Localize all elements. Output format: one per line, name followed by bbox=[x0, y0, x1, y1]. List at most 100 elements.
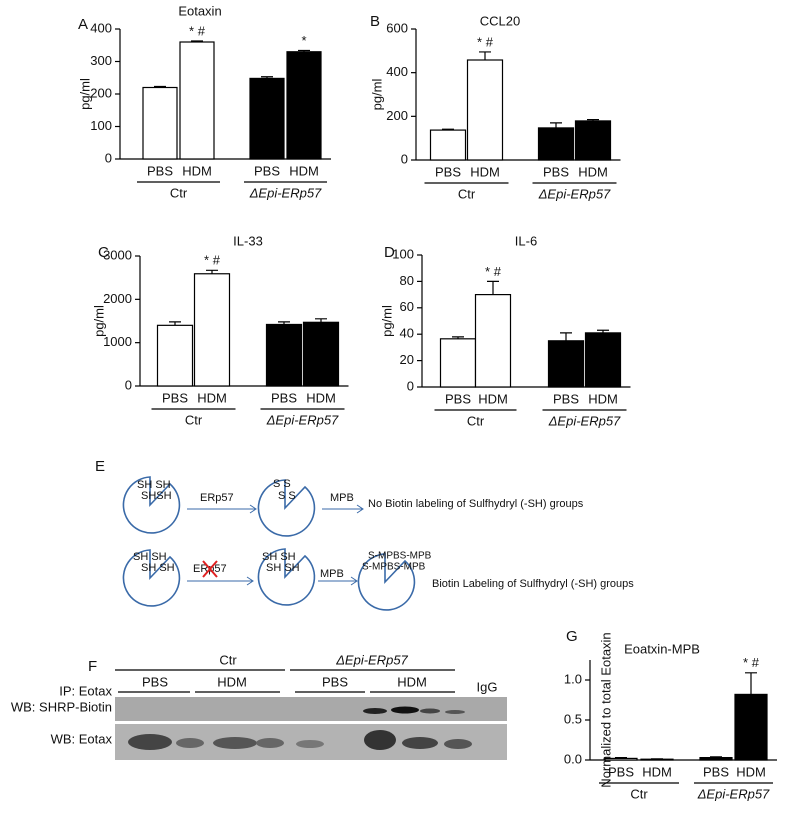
panel-letter: A bbox=[78, 16, 88, 33]
y-tick-label: 200 bbox=[386, 108, 408, 123]
panel-letter: F bbox=[88, 658, 97, 675]
band bbox=[364, 730, 396, 750]
group-label: S S bbox=[273, 478, 291, 490]
y-tick-label: 100 bbox=[90, 118, 112, 133]
group-label: SH SH bbox=[262, 551, 296, 563]
group-label: ΔEpi-ERp57 bbox=[335, 652, 408, 667]
x-tick-label: HDM bbox=[182, 163, 212, 178]
y-tick-label: 3000 bbox=[103, 247, 132, 262]
annotation: * # bbox=[204, 253, 221, 268]
y-tick-label: 2000 bbox=[103, 291, 132, 306]
annotation: * # bbox=[477, 34, 494, 49]
y-axis-label: pg/ml bbox=[369, 78, 384, 110]
bar bbox=[265, 323, 303, 387]
lane-label: PBS bbox=[142, 674, 168, 689]
x-tick-label: PBS bbox=[271, 390, 297, 405]
y-tick-label: 0.5 bbox=[564, 711, 582, 726]
group-label: SH SH bbox=[137, 479, 171, 491]
arrow-head bbox=[249, 504, 257, 514]
y-tick-label: 20 bbox=[400, 352, 414, 367]
group-label: SH SH bbox=[133, 551, 167, 563]
diagram: E SH SH SHSH ERp57 S S S S MPB No Biotin… bbox=[95, 458, 634, 611]
x-tick-label: HDM bbox=[736, 764, 766, 779]
bar bbox=[466, 59, 504, 161]
bar bbox=[537, 127, 575, 161]
bar bbox=[302, 321, 340, 387]
y-axis-label: Normalized to total Eotaxin bbox=[598, 632, 613, 787]
annotation: * # bbox=[743, 655, 760, 670]
error-bar bbox=[615, 757, 627, 759]
y-tick-label: 400 bbox=[386, 64, 408, 79]
bar bbox=[193, 273, 231, 387]
chart-title: Eotaxin bbox=[178, 3, 221, 18]
group-label: ΔEpi-ERp57 bbox=[266, 412, 339, 427]
band bbox=[402, 737, 438, 749]
error-bar bbox=[452, 336, 464, 339]
x-tick-label: HDM bbox=[289, 163, 319, 178]
error-bar bbox=[315, 318, 327, 323]
error-bar bbox=[278, 321, 290, 325]
lane-label: HDM bbox=[217, 674, 247, 689]
y-tick-label: 0 bbox=[401, 151, 408, 166]
panel-letter: B bbox=[370, 13, 380, 30]
group-label: Ctr bbox=[185, 412, 203, 427]
y-tick-label: 400 bbox=[90, 20, 112, 35]
enzyme: ERp57 bbox=[200, 492, 234, 504]
error-bar bbox=[587, 119, 599, 121]
x-tick-label: PBS bbox=[435, 164, 461, 179]
band bbox=[256, 738, 284, 748]
x-tick-label: HDM bbox=[478, 391, 508, 406]
annotation: * # bbox=[189, 23, 206, 38]
y-tick-label: 200 bbox=[90, 85, 112, 100]
error-bar bbox=[745, 672, 757, 695]
y-axis-label: pg/ml bbox=[77, 78, 92, 110]
error-bar bbox=[298, 49, 310, 52]
bar bbox=[574, 120, 612, 161]
arrow-head bbox=[350, 576, 358, 586]
protein bbox=[257, 548, 316, 606]
band bbox=[128, 734, 172, 750]
group-label: SHSH bbox=[141, 490, 172, 502]
result: Biotin Labeling of Sulfhydryl (-SH) grou… bbox=[432, 578, 634, 590]
x-tick-label: PBS bbox=[608, 764, 634, 779]
error-bar bbox=[597, 329, 609, 333]
lane-label: PBS bbox=[322, 674, 348, 689]
group-label: S-MPBS-MPB bbox=[368, 551, 432, 562]
y-tick-label: 0.0 bbox=[564, 751, 582, 766]
group-label: ΔEpi-ERp57 bbox=[538, 186, 611, 201]
group-label: SH SH bbox=[141, 562, 175, 574]
y-axis-label: pg/ml bbox=[91, 305, 106, 337]
band bbox=[176, 738, 204, 748]
annotation: * bbox=[301, 33, 306, 48]
block-mark bbox=[202, 560, 218, 578]
error-bar bbox=[191, 40, 203, 42]
group-label: ΔEpi-ERp57 bbox=[548, 413, 621, 428]
group-label: Ctr bbox=[467, 413, 485, 428]
error-bar bbox=[550, 122, 562, 128]
arrow-head bbox=[246, 576, 254, 586]
x-tick-label: PBS bbox=[254, 163, 280, 178]
band bbox=[213, 737, 257, 749]
protein bbox=[122, 549, 181, 607]
error-bar bbox=[560, 332, 572, 341]
bar bbox=[474, 294, 512, 388]
group-label: Ctr bbox=[170, 185, 188, 200]
protein bbox=[122, 476, 181, 534]
error-bar bbox=[710, 756, 722, 758]
protein bbox=[357, 553, 416, 611]
row-label: IP: Eotax bbox=[59, 683, 112, 698]
bar bbox=[439, 338, 477, 388]
error-bar bbox=[154, 85, 166, 88]
panel-letter: C bbox=[98, 244, 109, 261]
chart-title: IL-33 bbox=[233, 233, 263, 248]
group-label: ΔEpi-ERp57 bbox=[697, 786, 770, 801]
band bbox=[296, 740, 324, 748]
group-label: Ctr bbox=[219, 652, 237, 667]
error-bar bbox=[479, 51, 491, 61]
y-tick-label: 600 bbox=[386, 20, 408, 35]
bar bbox=[699, 756, 733, 761]
y-tick-label: 80 bbox=[400, 273, 414, 288]
x-tick-label: HDM bbox=[470, 164, 500, 179]
annotation: * # bbox=[485, 264, 502, 279]
panel-letter: E bbox=[95, 458, 105, 475]
